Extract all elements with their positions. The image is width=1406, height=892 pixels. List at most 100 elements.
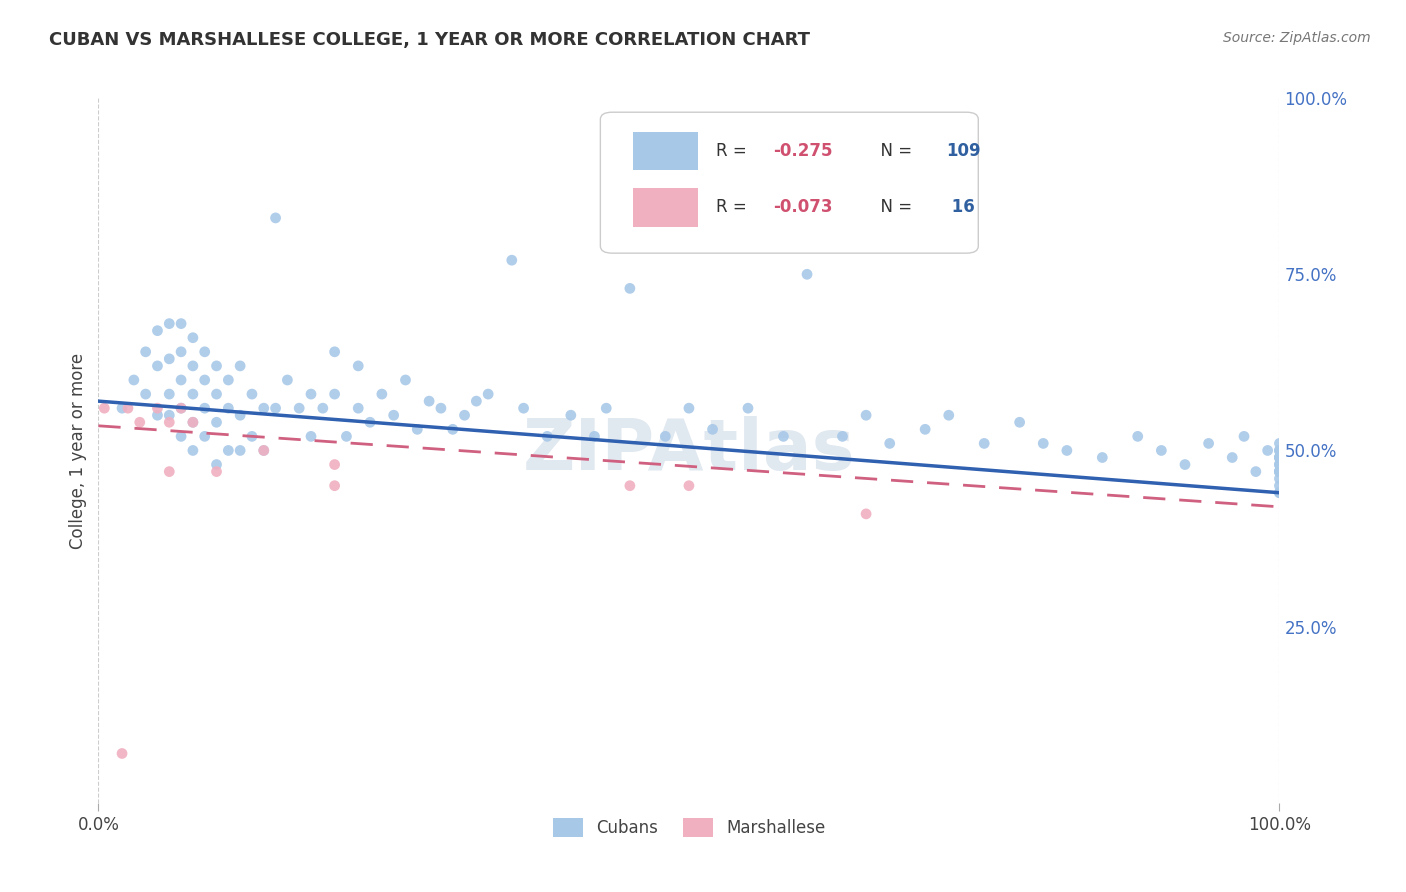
Point [312,401,335,416]
Point [229,443,252,458]
Point [170,401,193,416]
Point [1126,429,1149,443]
Point [117,401,139,416]
Point [93,401,115,416]
Point [335,429,357,443]
Point [240,387,263,401]
FancyBboxPatch shape [634,188,699,227]
Text: 109: 109 [946,142,981,160]
Point [229,359,252,373]
Point [1244,465,1267,479]
Text: ZIPAtlas: ZIPAtlas [523,416,855,485]
Text: -0.073: -0.073 [773,198,832,217]
Point [1268,485,1291,500]
Point [253,443,276,458]
Point [205,359,228,373]
Point [170,401,193,416]
Point [229,408,252,422]
Point [347,401,370,416]
Text: Source: ZipAtlas.com: Source: ZipAtlas.com [1223,31,1371,45]
Text: -0.275: -0.275 [773,142,832,160]
Point [205,458,228,472]
Point [938,408,960,422]
Point [181,415,204,429]
Point [595,401,617,416]
Point [914,422,936,436]
Point [135,387,157,401]
Point [157,351,180,366]
Point [146,408,169,422]
Point [181,415,204,429]
Point [181,359,204,373]
Point [1268,472,1291,486]
Point [323,344,346,359]
Point [796,268,818,282]
Point [217,443,239,458]
Point [371,387,394,401]
Point [501,253,523,268]
Point [205,415,228,429]
Point [1268,443,1291,458]
Point [205,465,228,479]
Point [1268,465,1291,479]
Point [1268,458,1291,472]
Point [1268,478,1291,492]
Text: R =: R = [716,198,752,217]
Point [181,443,204,458]
Point [1268,485,1291,500]
Point [264,211,287,225]
Point [157,408,180,422]
Point [323,458,346,472]
Point [1268,443,1291,458]
Point [879,436,901,450]
Point [406,422,429,436]
Text: 16: 16 [946,198,976,217]
Point [128,415,150,429]
Point [1150,443,1173,458]
Point [217,401,239,416]
Point [146,324,169,338]
Point [1091,450,1114,465]
Point [512,401,534,416]
Point [441,422,464,436]
Point [323,387,346,401]
Point [1008,415,1031,429]
Point [1268,465,1291,479]
Point [772,429,794,443]
Point [1268,450,1291,465]
Point [394,373,416,387]
Point [122,373,145,387]
Point [276,373,298,387]
Point [678,401,700,416]
Point [264,401,287,416]
Point [702,422,724,436]
Point [253,401,276,416]
Point [1257,443,1279,458]
Point [1056,443,1078,458]
Point [1032,436,1054,450]
Point [359,415,381,429]
Point [146,401,169,416]
Point [855,408,877,422]
Point [194,344,217,359]
Point [157,415,180,429]
Point [253,443,276,458]
Point [453,408,475,422]
Point [157,387,180,401]
Point [1198,436,1220,450]
Text: N =: N = [870,198,917,217]
Point [430,401,453,416]
Point [1268,465,1291,479]
Point [1268,450,1291,465]
Point [678,478,700,492]
Point [194,429,217,443]
Text: CUBAN VS MARSHALLESE COLLEGE, 1 YEAR OR MORE CORRELATION CHART: CUBAN VS MARSHALLESE COLLEGE, 1 YEAR OR … [49,31,810,49]
Point [654,429,676,443]
Point [855,507,877,521]
Point [299,429,322,443]
Point [1268,436,1291,450]
Point [194,401,217,416]
Point [560,408,582,422]
Point [737,401,759,416]
FancyBboxPatch shape [600,112,979,253]
